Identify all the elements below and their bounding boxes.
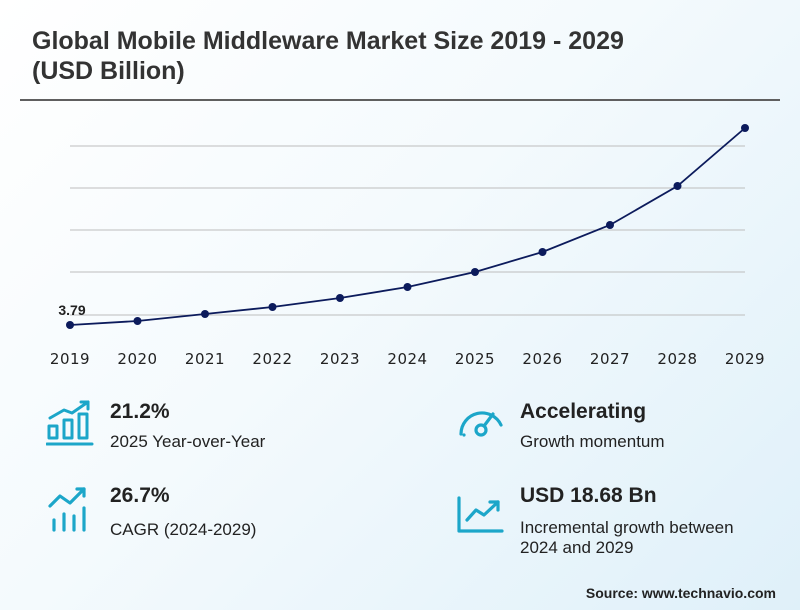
data-point-2023	[336, 294, 344, 302]
gridlines	[70, 145, 745, 316]
title-divider	[20, 99, 780, 101]
stat-desc: Incremental growth between 2024 and 2029	[520, 518, 734, 557]
x-axis-tick-labels: 2019 2020 2021 2022 2023 2024 2025 2026 2027 2028…	[50, 350, 765, 368]
data-point-2024	[403, 283, 412, 291]
stat-desc: 2025 Year-over-Year	[110, 432, 266, 451]
stat-value: Accelerating	[520, 400, 647, 423]
x-tick-label: 2024	[387, 350, 427, 368]
x-tick-label: 2021	[185, 350, 225, 368]
stat-value: 26.7%	[110, 484, 170, 507]
x-tick-label: 2020	[117, 350, 157, 368]
speedometer-icon	[459, 411, 503, 437]
chart-title: Global Mobile Middleware Market Size 201…	[32, 27, 624, 85]
bar-growth-icon	[46, 400, 94, 446]
data-point-2022	[268, 303, 277, 311]
trend-chart-icon	[457, 496, 504, 533]
x-tick-label: 2023	[320, 350, 360, 368]
data-point-2027	[606, 221, 614, 229]
stat-desc: CAGR (2024-2029)	[110, 520, 257, 539]
x-tick-label: 2019	[50, 350, 90, 368]
source-credit: Source: www.technavio.com	[585, 585, 776, 601]
data-point-2019	[66, 321, 74, 329]
stat-desc: Growth momentum	[520, 432, 665, 451]
data-point-2020	[133, 317, 142, 325]
x-tick-label: 2029	[725, 350, 765, 368]
data-point-2026	[538, 248, 547, 256]
data-point-2025	[471, 268, 479, 276]
data-labels: 3.79	[58, 302, 85, 318]
stat-value: USD 18.68 Bn	[520, 484, 657, 507]
data-points	[66, 124, 749, 329]
series-line	[69, 127, 746, 326]
trend-bars-icon	[48, 487, 86, 532]
data-point-2029	[741, 124, 749, 132]
data-point-2021	[201, 310, 209, 318]
series-polyline	[69, 127, 746, 326]
x-tick-label: 2027	[590, 350, 630, 368]
data-label: 3.79	[58, 302, 85, 318]
line-chart: 2019 2020 2021 2022 2023 2024 2025 2026 2027 2028…	[50, 124, 765, 368]
stat-value: 21.2%	[110, 400, 170, 423]
x-tick-label: 2026	[522, 350, 562, 368]
x-tick-label: 2025	[455, 350, 495, 368]
x-tick-label: 2028	[657, 350, 697, 368]
data-point-2028	[673, 182, 682, 190]
x-tick-label: 2022	[252, 350, 292, 368]
